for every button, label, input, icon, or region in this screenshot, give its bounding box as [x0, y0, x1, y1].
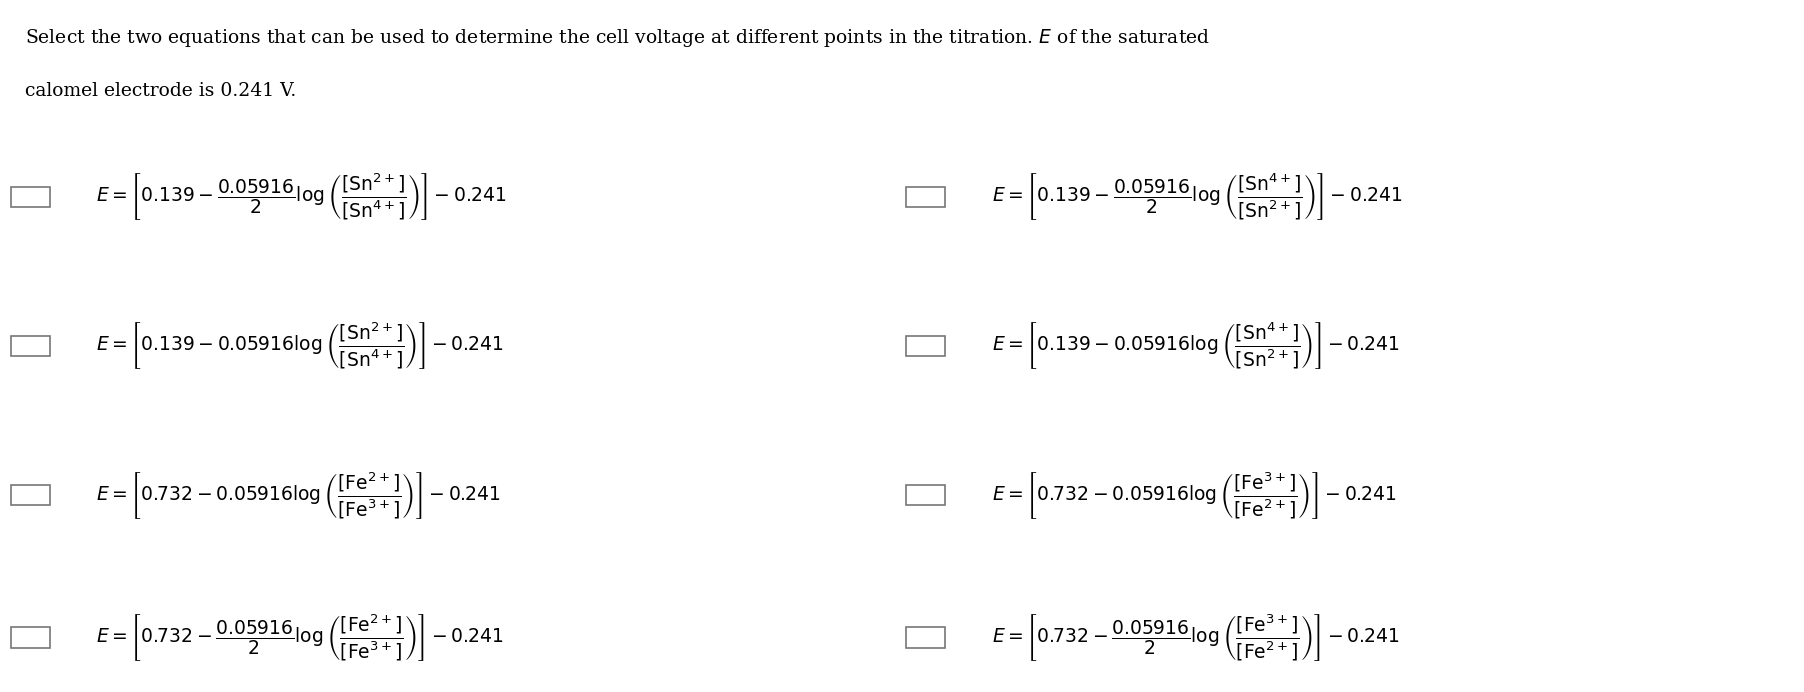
Text: $E = \left[0.139 - \dfrac{0.05916}{2}\log\left(\dfrac{[\mathrm{Sn}^{2+}]}{[\math: $E = \left[0.139 - \dfrac{0.05916}{2}\lo… [96, 172, 507, 222]
Text: $E = \left[0.732 - 0.05916\log\left(\dfrac{[\mathrm{Fe}^{2+}]}{[\mathrm{Fe}^{3+}: $E = \left[0.732 - 0.05916\log\left(\dfr… [96, 470, 502, 520]
FancyBboxPatch shape [11, 628, 51, 648]
FancyBboxPatch shape [906, 336, 945, 356]
Text: $E = \left[0.732 - 0.05916\log\left(\dfrac{[\mathrm{Fe}^{3+}]}{[\mathrm{Fe}^{2+}: $E = \left[0.732 - 0.05916\log\left(\dfr… [992, 470, 1396, 520]
Text: calomel electrode is 0.241 V.: calomel electrode is 0.241 V. [25, 82, 296, 100]
FancyBboxPatch shape [11, 485, 51, 505]
FancyBboxPatch shape [906, 628, 945, 648]
Text: $E = \left[0.139 - \dfrac{0.05916}{2}\log\left(\dfrac{[\mathrm{Sn}^{4+}]}{[\math: $E = \left[0.139 - \dfrac{0.05916}{2}\lo… [992, 172, 1402, 222]
Text: Select the two equations that can be used to determine the cell voltage at diffe: Select the two equations that can be use… [25, 27, 1210, 49]
FancyBboxPatch shape [906, 187, 945, 207]
Text: $E = \left[0.139 - 0.05916\log\left(\dfrac{[\mathrm{Sn}^{2+}]}{[\mathrm{Sn}^{4+}: $E = \left[0.139 - 0.05916\log\left(\dfr… [96, 320, 505, 372]
Text: $E = \left[0.732 - \dfrac{0.05916}{2}\log\left(\dfrac{[\mathrm{Fe}^{3+}]}{[\math: $E = \left[0.732 - \dfrac{0.05916}{2}\lo… [992, 612, 1398, 663]
FancyBboxPatch shape [11, 187, 51, 207]
Text: $E = \left[0.139 - 0.05916\log\left(\dfrac{[\mathrm{Sn}^{4+}]}{[\mathrm{Sn}^{2+}: $E = \left[0.139 - 0.05916\log\left(\dfr… [992, 320, 1400, 372]
FancyBboxPatch shape [906, 485, 945, 505]
FancyBboxPatch shape [11, 336, 51, 356]
Text: $E = \left[0.732 - \dfrac{0.05916}{2}\log\left(\dfrac{[\mathrm{Fe}^{2+}]}{[\math: $E = \left[0.732 - \dfrac{0.05916}{2}\lo… [96, 612, 503, 663]
